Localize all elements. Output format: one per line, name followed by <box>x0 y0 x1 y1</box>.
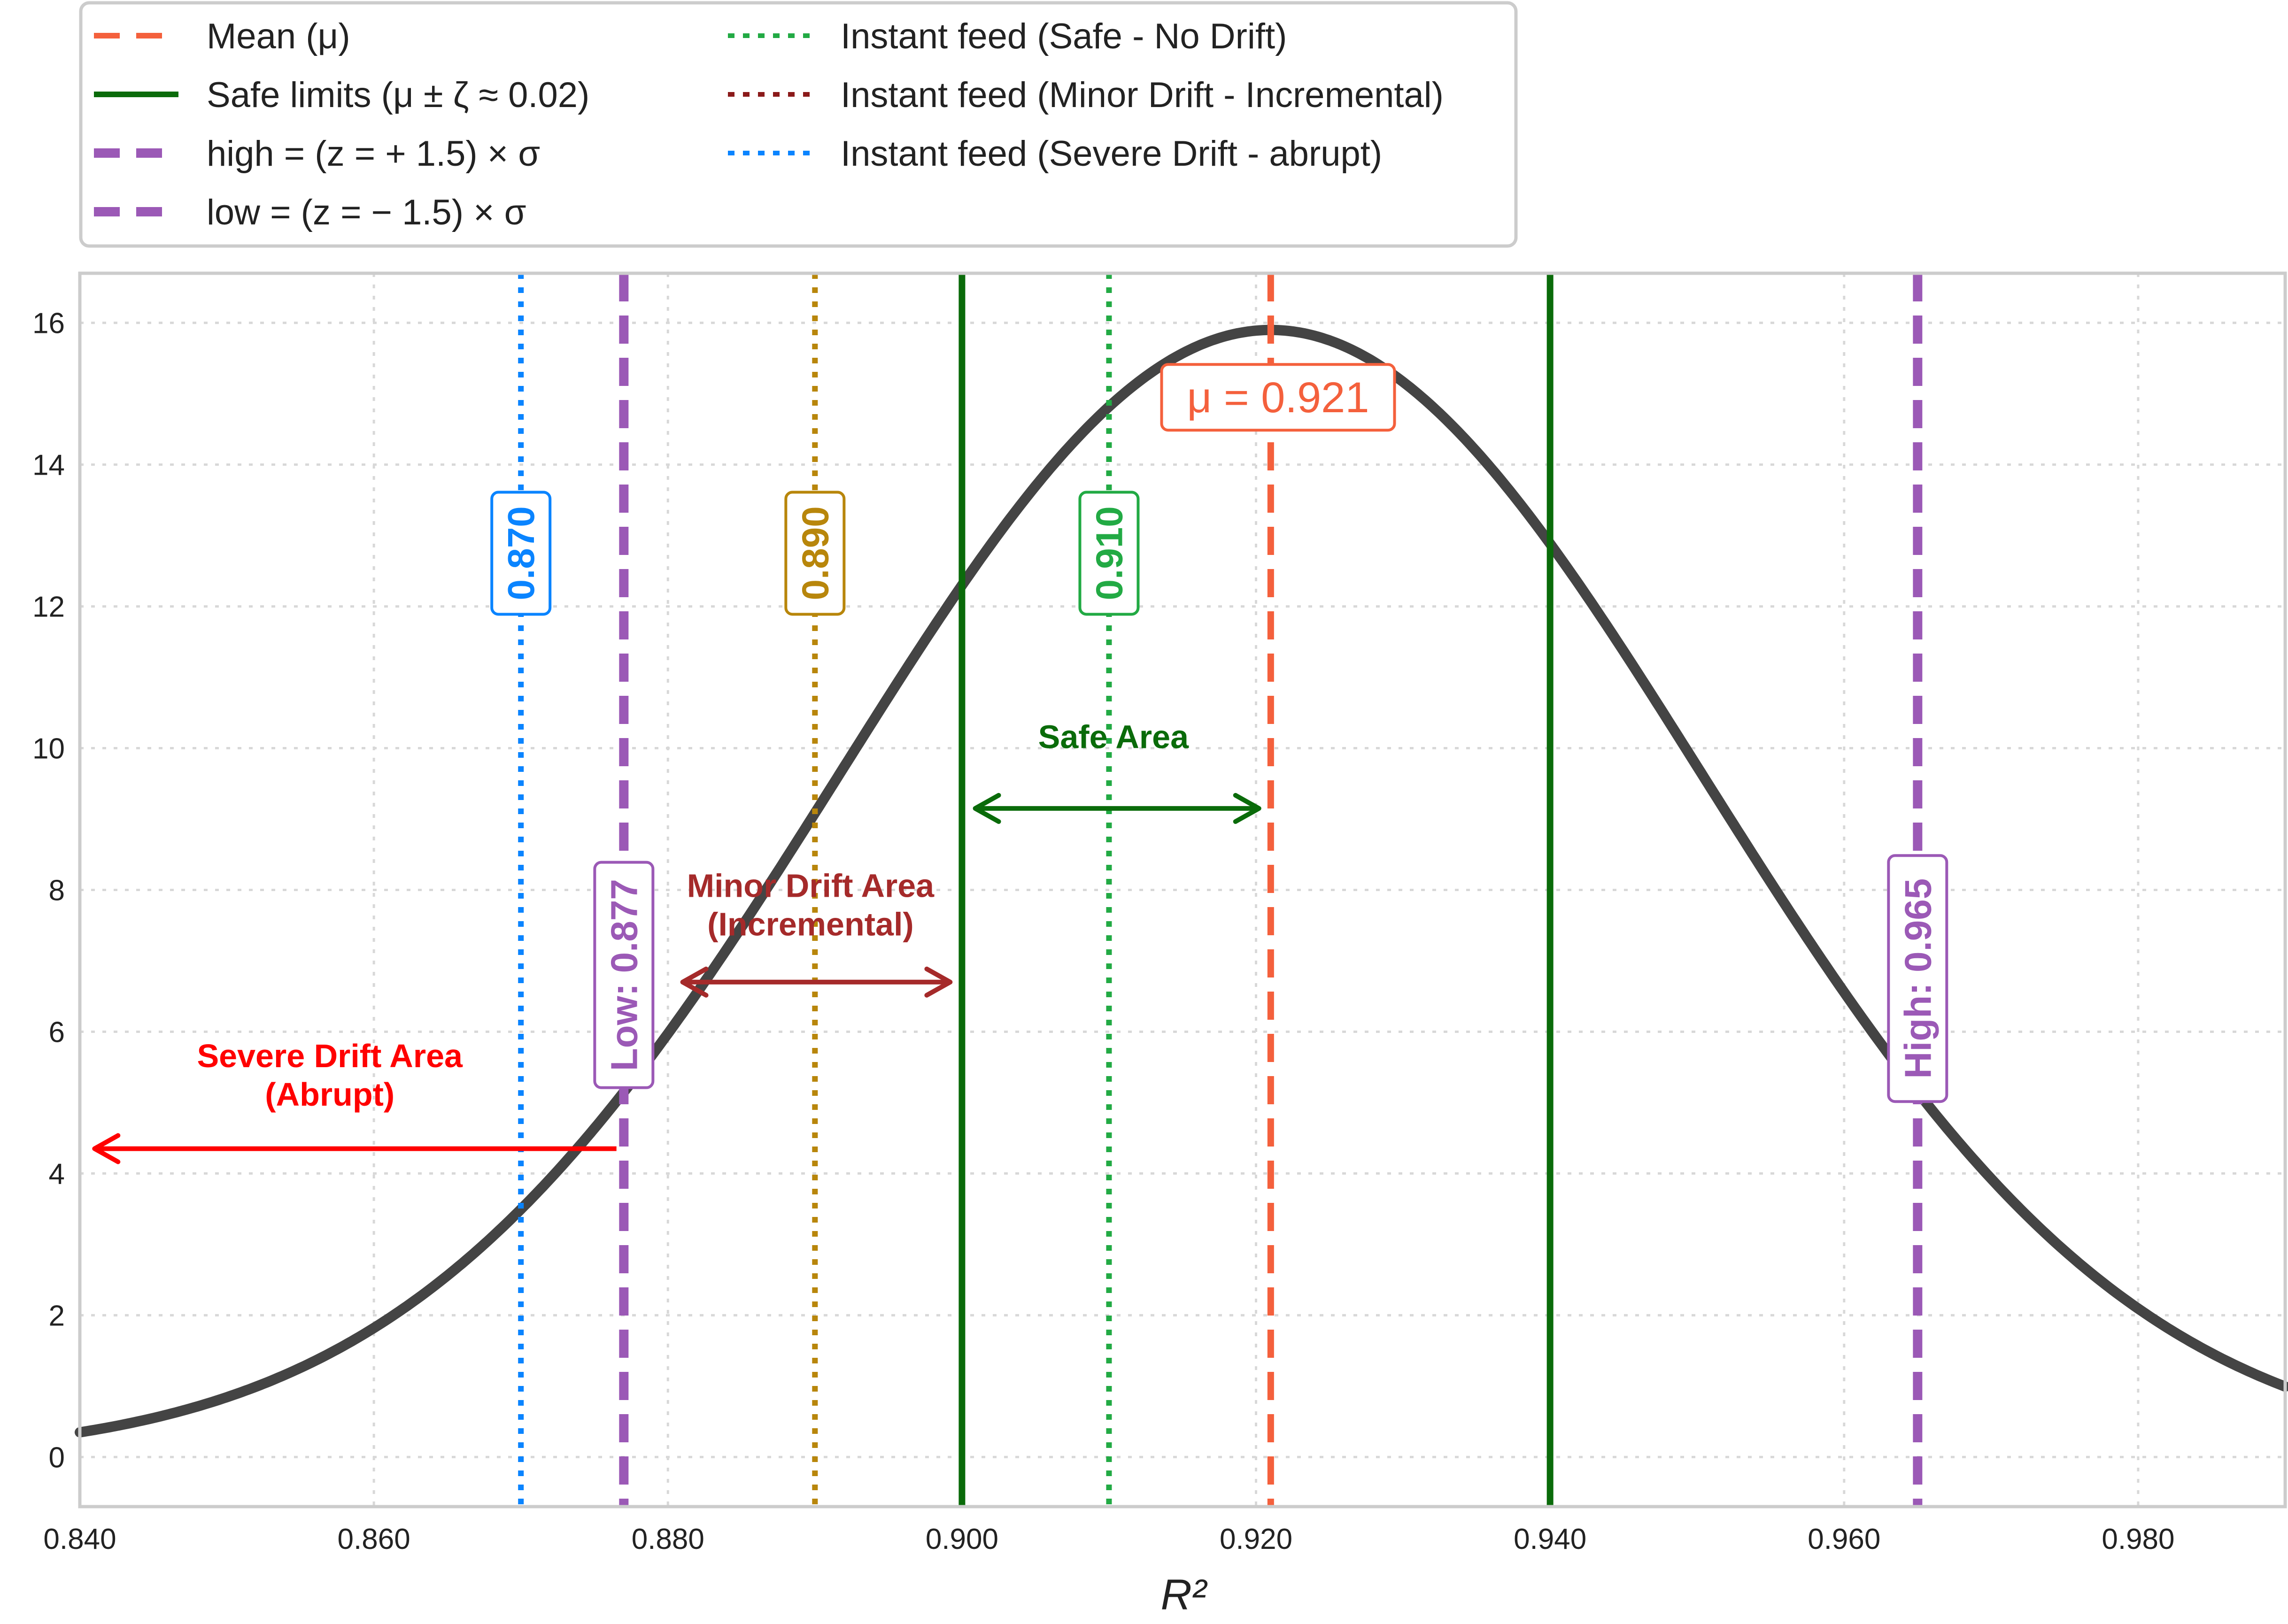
plot-frame <box>78 271 2287 1509</box>
x-tick-label: 0.840 <box>43 1523 116 1555</box>
annotations: 0.870 0.890 0.910 Low: 0.877 High: 0.965 μ = … <box>92 363 1948 1164</box>
area-arrow-head <box>973 793 1001 824</box>
value-label-text: High: 0.965 <box>1897 878 1939 1079</box>
y-tick-label: 0 <box>49 1441 65 1474</box>
value-label-box <box>1887 854 1948 1103</box>
y-tick-label: 6 <box>49 1016 65 1048</box>
value-label: High: 0.965 <box>1887 854 1948 1103</box>
x-tick-label: 0.880 <box>632 1523 704 1555</box>
x-tick-label: 0.960 <box>1808 1523 1880 1555</box>
area-arrow-head <box>680 966 709 998</box>
legend-label: Mean (μ) <box>207 16 350 56</box>
legend: Mean (μ) Safe limits (μ ± ζ ≈ 0.02) high =… <box>79 1 1518 248</box>
density-curve-group <box>75 324 2288 1438</box>
area-arrow-head <box>924 966 953 998</box>
area-arrow-head <box>92 1133 121 1164</box>
value-label-box <box>490 491 552 616</box>
y-tick-label: 14 <box>32 449 65 482</box>
y-tick-label: 8 <box>49 875 65 907</box>
value-label-box <box>1078 491 1140 616</box>
value-label-box <box>784 491 846 616</box>
area-label: Minor Drift Area <box>687 868 935 904</box>
legend-box <box>79 1 1518 248</box>
x-tick-label: 0.860 <box>338 1523 410 1555</box>
area-label: Severe Drift Area <box>197 1038 463 1074</box>
legend-label: high = (z = + 1.5) × σ <box>207 134 540 174</box>
y-tick-label: 12 <box>32 591 65 623</box>
y-tick-label: 10 <box>32 733 65 765</box>
value-label-text: 0.910 <box>1088 506 1130 600</box>
value-label: 0.890 <box>784 491 846 616</box>
x-axis-title: R² <box>1160 1571 1207 1619</box>
y-tick-label: 2 <box>49 1300 65 1332</box>
mean-label-text: μ = 0.921 <box>1187 374 1369 422</box>
value-label-text: 0.870 <box>500 506 542 600</box>
area-arrow-head <box>1233 793 1261 824</box>
area-label: (Abrupt) <box>265 1076 394 1113</box>
legend-label: Instant feed (Minor Drift - Incremental) <box>841 75 1444 115</box>
legend-label: Instant feed (Severe Drift - abrupt) <box>841 134 1382 174</box>
area-label: Safe Area <box>1038 719 1189 755</box>
y-tick-label: 16 <box>32 308 65 340</box>
axis-ticks: 0.840 0.860 0.880 0.900 0.920 0.940 0.960 0.980… <box>32 308 2174 1555</box>
value-label-box <box>593 861 655 1089</box>
x-tick-label: 0.940 <box>1514 1523 1586 1555</box>
value-label: 0.870 <box>490 491 552 616</box>
grid <box>78 273 2285 1507</box>
value-label: Low: 0.877 <box>593 861 655 1089</box>
area-label: (Incremental) <box>707 906 914 943</box>
y-tick-label: 4 <box>49 1158 65 1190</box>
legend-label: Safe limits (μ ± ζ ≈ 0.02) <box>207 75 589 115</box>
x-tick-label: 0.980 <box>2102 1523 2174 1555</box>
legend-label: low = (z = − 1.5) × σ <box>207 192 526 232</box>
value-label-text: 0.890 <box>794 506 836 600</box>
legend-label: Instant feed (Safe - No Drift) <box>841 16 1287 56</box>
density-curve <box>75 324 2288 1438</box>
mean-label-box <box>1160 363 1396 432</box>
value-label-text: Low: 0.877 <box>603 879 645 1071</box>
x-tick-label: 0.920 <box>1220 1523 1292 1555</box>
value-label: 0.910 <box>1078 491 1140 616</box>
x-tick-label: 0.900 <box>926 1523 998 1555</box>
